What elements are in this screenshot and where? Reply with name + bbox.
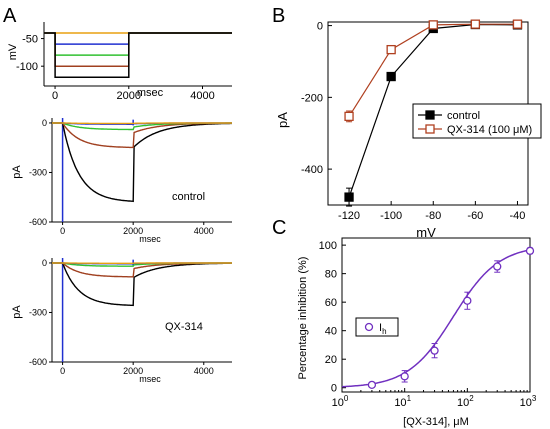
protocol-y-axis-label: mV — [7, 43, 19, 60]
iv-y-tick-label: -200 — [301, 92, 323, 104]
qx314-y-tick-label: -600 — [29, 357, 47, 367]
iv-point — [386, 44, 396, 55]
iv-x-tick-label: -120 — [338, 210, 360, 222]
iv-x-tick-label: -80 — [425, 210, 441, 222]
control-currents-plot: 0 -300 -600 0 2000 4000 pA msec control — [11, 118, 232, 244]
dose-response-point — [525, 246, 535, 255]
dose-response-x-tick-label: 100 — [332, 394, 349, 409]
iv-y-axis-label: pA — [275, 112, 290, 128]
dose-response-y-tick-label: 80 — [325, 269, 337, 281]
iv-legend-marker — [425, 124, 435, 134]
iv-legend-label: control — [447, 110, 480, 122]
control-x-tick-label: 4000 — [194, 226, 214, 236]
iv-legend-label: QX-314 (100 μM) — [447, 124, 532, 136]
dose-response-series — [341, 246, 535, 390]
control-traces — [52, 118, 232, 222]
qx314-y-tick-label: -300 — [29, 307, 47, 317]
iv-point — [512, 19, 523, 29]
dose-response-y-tick-label: 40 — [325, 326, 337, 338]
protocol-step-4 — [44, 32, 232, 78]
dose-response-x-tick-label: 102 — [457, 394, 474, 409]
control-y-tick-label: -300 — [29, 167, 47, 177]
iv-point — [344, 192, 354, 202]
panel-label-a: A — [3, 5, 17, 27]
dose-response-y-tick-label: 100 — [319, 240, 337, 252]
dose-response-point — [430, 346, 439, 355]
control-y-tick-label: -600 — [29, 217, 47, 227]
qx314-x-axis-label: msec — [139, 374, 161, 384]
iv-x-axis-label: mV — [416, 225, 436, 240]
protocol-step-1 — [44, 32, 232, 45]
dose-response-y-tick-label: 60 — [325, 297, 337, 309]
dose-response-legend: Ih — [355, 317, 399, 337]
iv-legend-marker — [425, 110, 435, 120]
dose-response-legend-box — [355, 317, 399, 337]
dose-response-point — [463, 296, 472, 305]
dose-response-legend-subscript: h — [382, 327, 386, 336]
iv-curve-plot: -120 -100 -80 -60 -400-200-400 pA mV control… — [275, 19, 542, 240]
protocol-traces — [44, 32, 232, 78]
protocol-y-tick-label: -50 — [22, 34, 38, 46]
qx314-y-axis-label: pA — [11, 305, 23, 319]
control-x-tick-label: 0 — [60, 226, 65, 236]
dose-response-point — [493, 262, 502, 271]
panel-label-b: B — [272, 5, 285, 27]
iv-point — [386, 71, 396, 82]
iv-line-1 — [348, 23, 518, 117]
iv-x-tick-label: -100 — [380, 210, 402, 222]
dose-response-point — [367, 380, 377, 390]
iv-point — [470, 19, 481, 29]
iv-x-tick-label: -60 — [467, 210, 483, 222]
iv-legend: control QX-314 (100 μM) — [412, 103, 542, 139]
dose-response-x-tick-exponent: 3 — [532, 394, 537, 403]
qx314-x-tick-label: 2000 — [123, 366, 143, 376]
iv-y-tick-label: -400 — [301, 164, 323, 176]
iv-point — [428, 20, 438, 30]
control-x-axis-label: msec — [139, 234, 161, 244]
dose-response-x-tick-label: 101 — [394, 394, 411, 409]
protocol-axes: -50 -100 0 2000 4000 — [16, 22, 232, 102]
dose-response-x-tick-exponent: 0 — [344, 394, 349, 403]
protocol-step-3 — [44, 32, 232, 67]
dose-response-x-axis-label: [QX-314], μM — [403, 416, 469, 428]
protocol-x-tick-label: 0 — [52, 90, 58, 102]
control-annotation: control — [172, 191, 205, 203]
iv-series — [344, 19, 523, 207]
dose-response-y-axis-label: Percentage inhibition (%) — [297, 257, 309, 380]
qx314-x-tick-label: 0 — [60, 366, 65, 376]
control-y-tick-label: 0 — [42, 118, 47, 128]
control-y-axis-label: pA — [11, 165, 23, 179]
control-trace-0 — [52, 122, 232, 203]
qx314-traces — [52, 258, 232, 362]
qx314-trace-0 — [52, 262, 232, 307]
dose-response-y-tick-label: 0 — [331, 383, 337, 395]
voltage-protocol-plot: -50 -100 0 2000 4000 mV msec — [7, 22, 232, 102]
iv-x-tick-label: -40 — [510, 210, 526, 222]
qx314-currents-plot: 0 -300 -600 0 2000 4000 pA msec QX-314 — [11, 258, 232, 384]
panel-label-c: C — [272, 217, 286, 239]
dose-response-legend-marker — [364, 322, 374, 332]
control-x-tick-label: 2000 — [123, 226, 143, 236]
dose-response-x-tick-exponent: 2 — [469, 394, 474, 403]
dose-response-x-tick-exponent: 1 — [407, 394, 412, 403]
qx314-annotation: QX-314 — [165, 321, 203, 333]
protocol-x-tick-label: 2000 — [117, 90, 141, 102]
qx314-axes: 0 -300 -600 0 2000 4000 — [29, 258, 232, 376]
iv-point — [344, 111, 354, 122]
iv-y-tick-label: 0 — [317, 21, 323, 33]
protocol-x-axis-label: msec — [137, 87, 164, 99]
control-axes: 0 -300 -600 0 2000 4000 — [29, 118, 232, 236]
dose-response-x-tick-label: 103 — [520, 394, 537, 409]
protocol-y-tick-label: -100 — [16, 61, 38, 73]
dose-response-y-tick-label: 20 — [325, 354, 337, 366]
protocol-x-tick-label: 4000 — [190, 90, 214, 102]
dose-response-legend-label: Ih — [379, 322, 387, 336]
dose-response-point — [400, 372, 409, 381]
qx314-y-tick-label: 0 — [42, 258, 47, 268]
dose-response-frame — [341, 237, 531, 393]
qx314-x-tick-label: 4000 — [194, 366, 214, 376]
